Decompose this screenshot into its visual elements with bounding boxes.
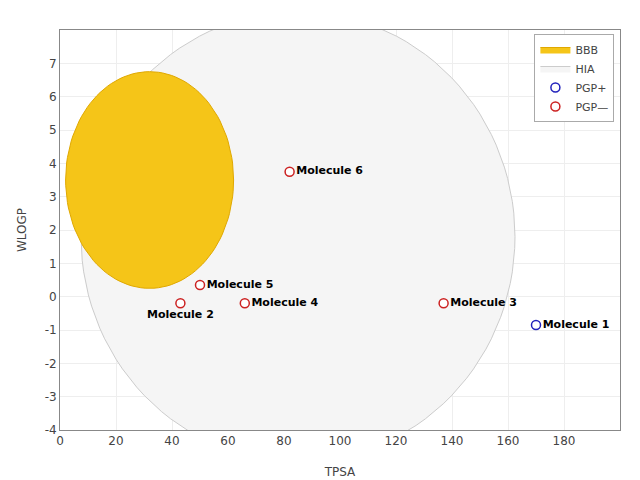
svg-text:160: 160 xyxy=(497,434,520,448)
svg-text:TPSA: TPSA xyxy=(324,465,356,479)
svg-text:WLOGP: WLOGP xyxy=(15,208,29,252)
svg-text:4: 4 xyxy=(49,157,57,171)
svg-text:0: 0 xyxy=(56,434,64,448)
svg-text:140: 140 xyxy=(441,434,464,448)
svg-text:20: 20 xyxy=(108,434,123,448)
svg-text:-4: -4 xyxy=(45,423,57,437)
svg-text:Molecule 2: Molecule 2 xyxy=(147,308,214,321)
svg-text:120: 120 xyxy=(385,434,408,448)
svg-text:Molecule 3: Molecule 3 xyxy=(450,296,517,309)
svg-text:PGP+: PGP+ xyxy=(575,82,606,95)
svg-text:80: 80 xyxy=(276,434,291,448)
svg-text:Molecule 1: Molecule 1 xyxy=(543,318,610,331)
svg-text:HIA: HIA xyxy=(575,63,595,76)
svg-text:60: 60 xyxy=(220,434,235,448)
svg-text:-1: -1 xyxy=(45,323,57,337)
svg-text:BBB: BBB xyxy=(575,44,598,57)
svg-text:-3: -3 xyxy=(45,390,57,404)
svg-text:2: 2 xyxy=(49,223,57,237)
svg-text:3: 3 xyxy=(49,190,57,204)
svg-text:40: 40 xyxy=(164,434,179,448)
svg-text:1: 1 xyxy=(49,257,57,271)
svg-text:0: 0 xyxy=(49,290,57,304)
svg-text:5: 5 xyxy=(49,123,57,137)
svg-text:Molecule 6: Molecule 6 xyxy=(296,164,363,177)
svg-text:100: 100 xyxy=(329,434,352,448)
svg-text:-2: -2 xyxy=(45,357,57,371)
svg-text:7: 7 xyxy=(49,57,57,71)
svg-text:Molecule 5: Molecule 5 xyxy=(207,278,274,291)
svg-text:180: 180 xyxy=(553,434,576,448)
svg-text:6: 6 xyxy=(49,90,57,104)
svg-text:PGP—: PGP— xyxy=(575,101,608,114)
svg-text:Molecule 4: Molecule 4 xyxy=(251,296,318,309)
